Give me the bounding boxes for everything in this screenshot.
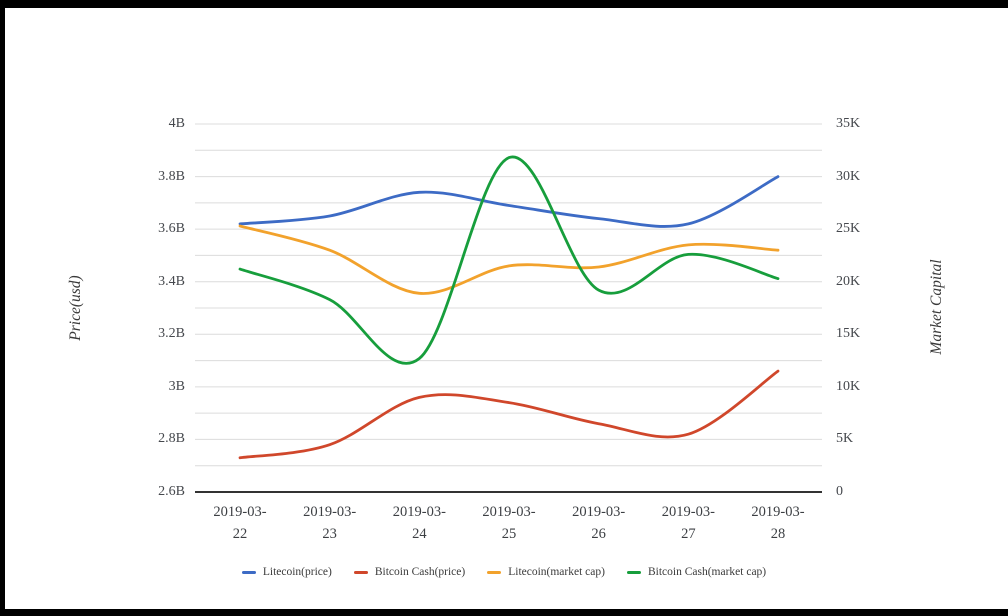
- series-line-bitcoin-cash-market-cap: [238, 155, 780, 365]
- frame-border-top: [0, 0, 1008, 8]
- x-axis-tick-label: 2019-03- 23: [303, 504, 357, 542]
- right-axis-tick-label: 15K: [836, 326, 861, 342]
- left-axis-tick-label: 3.8B: [158, 168, 185, 184]
- x-axis-tick-label: 2019-03- 26: [572, 504, 626, 542]
- x-axis-tick-label: 2019-03- 22: [213, 504, 267, 542]
- series-line-bitcoin-cash-price: [238, 369, 780, 460]
- series-line-litecoin-price: [238, 175, 780, 228]
- right-axis-tick-label: 0: [836, 484, 843, 499]
- x-axis-tick-label: 2019-03- 25: [482, 504, 536, 542]
- legend-item-bitcoin-cash-market-cap[interactable]: Bitcoin Cash(market cap): [626, 566, 767, 578]
- legend-label: Litecoin(price): [262, 566, 332, 578]
- left-axis-tick-label: 4B: [168, 116, 185, 131]
- left-axis-tick-label: 3.4B: [158, 273, 185, 289]
- legend-item-litecoin-price[interactable]: Litecoin(price): [241, 566, 332, 578]
- left-axis-tick-label: 2.6B: [158, 484, 185, 499]
- left-axis-tick-label: 3.6B: [158, 221, 185, 237]
- x-axis-tick-label: 2019-03- 28: [751, 504, 805, 542]
- right-axis-tick-label: 30K: [836, 168, 861, 184]
- series-line-litecoin-market-cap: [238, 224, 780, 295]
- right-axis-title: Market Capital: [928, 259, 945, 355]
- frame-border-left: [0, 0, 5, 616]
- frame-border-bottom: [0, 609, 1008, 616]
- legend: Litecoin(price) Bitcoin Cash(price) Liteco…: [0, 566, 1008, 578]
- legend-label: Bitcoin Cash(market cap): [647, 566, 767, 578]
- right-axis-tick-label: 35K: [836, 116, 861, 131]
- left-axis-tick-label: 3B: [168, 378, 185, 394]
- left-axis-tick-label: 2.8B: [158, 431, 185, 447]
- x-axis-tick-label: 2019-03- 24: [392, 504, 446, 542]
- legend-line-icon: [487, 570, 502, 574]
- right-axis-tick-label: 10K: [836, 378, 861, 394]
- legend-label: Litecoin(market cap): [508, 566, 605, 578]
- x-axis-tick-label: 2019-03- 27: [661, 504, 715, 542]
- legend-line-icon: [353, 570, 368, 574]
- legend-line-icon: [626, 570, 641, 574]
- right-axis-tick-label: 20K: [836, 273, 861, 289]
- legend-label: Bitcoin Cash(price): [374, 566, 466, 578]
- legend-line-icon: [241, 570, 256, 574]
- left-axis-tick-label: 3.2B: [158, 326, 185, 342]
- legend-item-litecoin-market-cap[interactable]: Litecoin(market cap): [487, 566, 605, 578]
- legend-item-bitcoin-cash-price[interactable]: Bitcoin Cash(price): [353, 566, 466, 578]
- right-axis-tick-label: 25K: [836, 221, 861, 237]
- right-axis-tick-label: 5K: [836, 431, 854, 447]
